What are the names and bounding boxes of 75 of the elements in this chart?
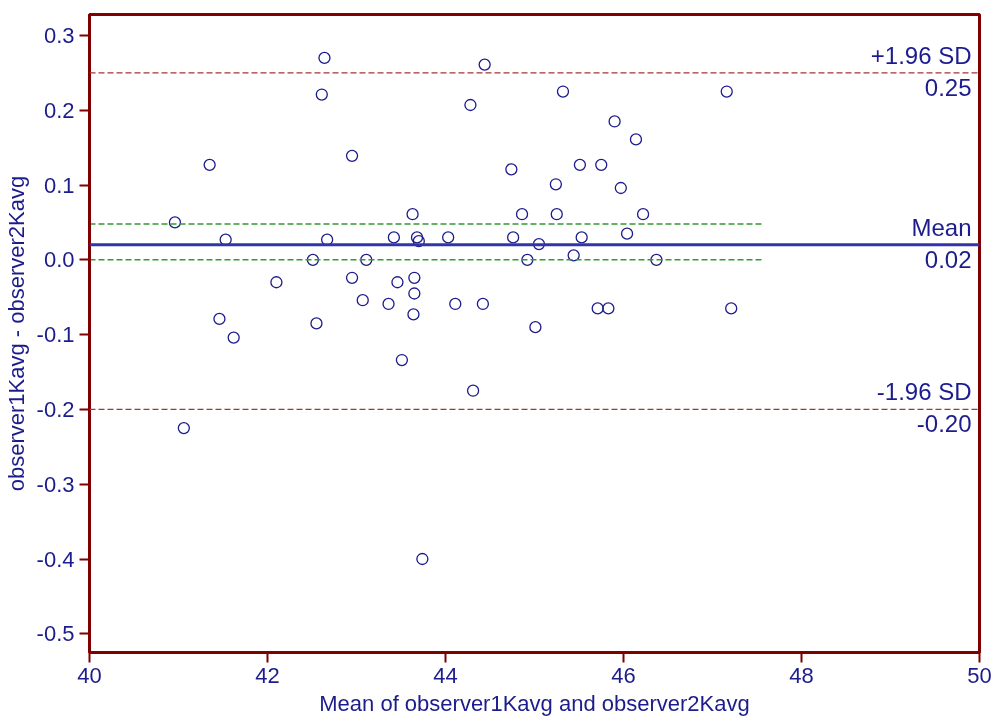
point [315, 88, 328, 101]
point [549, 178, 563, 191]
point [602, 302, 615, 315]
x-axis-title: Mean of observer1Kavg and observer2Kavg [319, 690, 750, 716]
point [345, 271, 359, 284]
point [466, 384, 480, 397]
point [408, 271, 421, 284]
y-tick-label: 0.3 [43, 22, 75, 48]
point [550, 208, 563, 221]
point [407, 308, 420, 321]
point [575, 231, 588, 244]
point [168, 216, 182, 229]
x-tick-label: 44 [433, 662, 458, 688]
point [356, 294, 369, 307]
x-tick-label: 46 [611, 662, 636, 688]
point [177, 421, 190, 435]
point [412, 234, 425, 248]
point [636, 208, 650, 221]
point [395, 353, 409, 367]
point [416, 552, 429, 566]
point [591, 302, 604, 315]
point [505, 163, 518, 176]
x-tick-label: 40 [77, 662, 102, 688]
point [521, 253, 534, 266]
y-tick-label: -0.4 [36, 546, 75, 572]
point [387, 231, 401, 244]
y-tick-label: -0.2 [36, 396, 75, 422]
point [442, 231, 455, 244]
point [382, 297, 395, 311]
point [532, 237, 546, 251]
point [310, 317, 323, 330]
point [306, 253, 320, 266]
point [620, 227, 634, 240]
y-tick-label: 0.2 [43, 97, 75, 123]
point [203, 158, 216, 171]
x-tick-label: 48 [789, 662, 814, 688]
point [320, 233, 334, 246]
y-tick-label: -0.3 [36, 471, 75, 497]
point [410, 231, 424, 244]
point [573, 158, 587, 171]
ref-line-label: Mean 0.02 [911, 213, 972, 273]
y-axis-title: observer1Kavg - observer2Kavg [3, 175, 29, 492]
ref-line-label: +1.96 SD 0.25 [870, 41, 972, 101]
point [515, 208, 529, 221]
point [449, 297, 462, 311]
y-tick-label: 0.1 [43, 172, 75, 198]
point [567, 249, 580, 262]
point [629, 133, 643, 146]
point [506, 231, 520, 244]
y-tick-label: 0.0 [43, 247, 75, 273]
point [360, 253, 373, 266]
y-tick-label: -0.5 [36, 621, 75, 647]
point [595, 158, 608, 171]
point [318, 51, 331, 65]
point [406, 208, 419, 221]
ref-line-label: -1.96 SD -0.20 [876, 378, 972, 438]
point [614, 181, 627, 195]
point [227, 331, 240, 344]
point [408, 287, 421, 300]
point [725, 302, 738, 315]
point [650, 253, 663, 266]
point [556, 85, 570, 98]
point [391, 276, 404, 289]
point [478, 58, 491, 71]
point [213, 312, 226, 326]
point [476, 297, 490, 311]
x-tick-label: 50 [967, 662, 992, 688]
point [464, 98, 477, 112]
point [345, 149, 359, 162]
point [608, 115, 621, 128]
point [720, 85, 733, 98]
point [270, 276, 283, 289]
y-tick-label: -0.1 [36, 322, 75, 348]
x-tick-label: 42 [255, 662, 280, 688]
point [529, 321, 542, 334]
